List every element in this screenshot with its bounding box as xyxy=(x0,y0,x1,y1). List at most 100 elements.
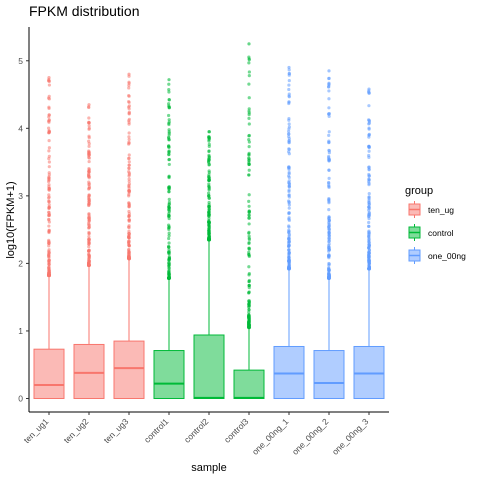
box-rect-ten_ug2 xyxy=(73,343,105,399)
outlier-point xyxy=(247,265,251,269)
outlier-point xyxy=(127,203,131,207)
outlier-point xyxy=(287,185,291,189)
outlier-point xyxy=(127,131,131,135)
outlier-point xyxy=(327,176,331,180)
outlier-point xyxy=(247,283,251,288)
outlier-point xyxy=(207,139,211,143)
outlier-point xyxy=(327,83,331,87)
outlier-point xyxy=(167,213,171,217)
outlier-point xyxy=(247,240,251,245)
outlier-point xyxy=(87,231,91,235)
box-one_00ng_2 xyxy=(313,69,345,399)
box-control2 xyxy=(193,130,225,399)
outlier-point xyxy=(287,188,291,192)
outlier-point xyxy=(367,87,371,91)
outlier-point xyxy=(247,96,251,100)
box-ten_ug1 xyxy=(33,76,65,399)
outlier-point xyxy=(87,180,91,184)
outlier-point xyxy=(87,153,91,157)
outlier-point xyxy=(167,78,171,82)
outlier-point xyxy=(367,167,371,171)
outlier-point xyxy=(207,210,211,214)
box-rect-control3 xyxy=(233,369,265,399)
outlier-point xyxy=(87,127,91,131)
outlier-point xyxy=(47,83,51,87)
outlier-point xyxy=(207,130,211,134)
outlier-point xyxy=(127,177,131,181)
outlier-point xyxy=(167,138,171,142)
outlier-point xyxy=(367,133,371,137)
outlier-point xyxy=(247,152,251,157)
outlier-point xyxy=(47,160,51,164)
outlier-point xyxy=(367,260,371,264)
outlier-point xyxy=(247,210,251,214)
outlier-point xyxy=(127,119,131,123)
outlier-point xyxy=(127,183,131,188)
outlier-point xyxy=(167,190,171,194)
outlier-point xyxy=(167,120,171,124)
outlier-point xyxy=(167,276,171,280)
outlier-point xyxy=(207,236,211,240)
outlier-point xyxy=(47,241,51,246)
outlier-point xyxy=(87,134,91,138)
outlier-point xyxy=(367,253,371,257)
outlier-point xyxy=(287,140,291,144)
outlier-point xyxy=(367,205,371,209)
outlier-point xyxy=(367,172,371,177)
outlier-point xyxy=(247,324,251,328)
outlier-point xyxy=(87,124,91,128)
outlier-point xyxy=(47,126,51,130)
outlier-point xyxy=(167,175,171,179)
outlier-point xyxy=(327,276,331,280)
outlier-point xyxy=(167,90,171,94)
outlier-point xyxy=(47,199,51,203)
outlier-point xyxy=(367,214,371,218)
legend-label: one_00ng xyxy=(428,251,466,261)
outlier-point xyxy=(207,232,211,236)
outlier-point xyxy=(287,95,291,99)
outlier-point xyxy=(127,255,131,259)
outlier-point xyxy=(327,141,331,145)
outlier-point xyxy=(47,76,51,80)
outlier-point xyxy=(247,273,251,277)
outlier-point xyxy=(127,142,131,146)
y-tick-label: 1 xyxy=(18,326,23,336)
outlier-point xyxy=(247,236,251,240)
outlier-point xyxy=(287,132,291,136)
outlier-point xyxy=(207,175,211,179)
outliers-one_00ng_3 xyxy=(367,87,371,271)
outliers-control1 xyxy=(167,78,171,280)
outlier-point xyxy=(287,195,291,199)
outlier-point xyxy=(47,115,51,119)
outlier-point xyxy=(327,151,331,155)
outliers-one_00ng_1 xyxy=(287,65,291,271)
outlier-point xyxy=(127,194,131,198)
outlier-point xyxy=(367,202,371,206)
outlier-point xyxy=(127,156,131,160)
outlier-point xyxy=(287,129,291,133)
outlier-point xyxy=(247,254,251,258)
outlier-point xyxy=(47,180,51,184)
outlier-point xyxy=(47,230,51,235)
x-tick-label: control1 xyxy=(142,416,171,445)
outlier-point xyxy=(167,197,171,202)
outlier-point xyxy=(167,82,171,86)
outlier-point xyxy=(327,231,331,235)
outlier-point xyxy=(47,94,51,99)
outlier-point xyxy=(327,97,331,101)
outlier-point xyxy=(247,42,251,46)
outlier-point xyxy=(127,189,131,194)
outlier-point xyxy=(247,168,251,172)
outlier-point xyxy=(367,211,371,216)
outlier-point xyxy=(367,121,371,125)
box-rect-one_00ng_3 xyxy=(353,345,385,399)
outlier-point xyxy=(47,171,51,175)
y-tick-label: 3 xyxy=(18,191,23,201)
outlier-point xyxy=(167,187,171,191)
legend-label: ten_ug xyxy=(428,205,454,215)
outlier-point xyxy=(327,183,331,187)
outlier-point xyxy=(47,105,51,109)
outlier-point xyxy=(47,149,51,153)
outlier-point xyxy=(207,149,211,153)
